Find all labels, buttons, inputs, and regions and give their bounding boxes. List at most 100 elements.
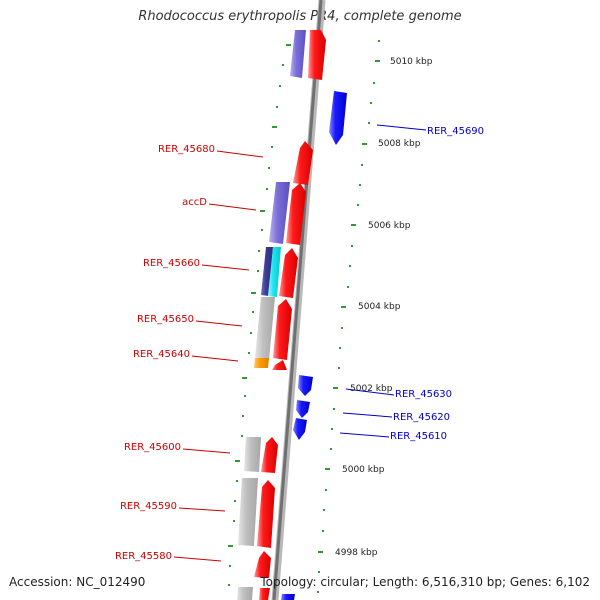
tick-mark — [229, 565, 231, 567]
leader-line — [339, 432, 390, 438]
tick-mark — [318, 571, 320, 573]
tick-mark — [271, 146, 273, 148]
tick-mark — [347, 286, 349, 288]
map-title: Rhodococcus erythropolis PR4, complete g… — [138, 9, 462, 24]
tick-mark — [276, 106, 278, 108]
gene-label[interactable]: RER_45580 — [115, 551, 172, 562]
tick-mark — [279, 85, 281, 87]
cds-arrow-reverse — [293, 418, 307, 440]
cyan-feature — [268, 247, 281, 297]
gene-label[interactable]: accD — [182, 197, 207, 208]
purple-feature — [290, 30, 306, 78]
gray-feature — [238, 478, 258, 546]
scale-label: 5008 kbp — [378, 139, 421, 149]
tick-mark — [375, 60, 380, 62]
tick-mark — [325, 468, 330, 470]
tick-mark — [236, 480, 238, 482]
scale-label: 5002 kbp — [350, 384, 393, 394]
genome-backbone — [271, 0, 326, 600]
scale-label: 5010 kbp — [390, 57, 433, 67]
scale-label: 4998 kbp — [335, 548, 378, 558]
cds-arrow-reverse — [329, 91, 347, 145]
tick-mark — [260, 210, 265, 212]
cds-arrow-forward — [279, 248, 298, 298]
tick-mark — [233, 520, 235, 522]
tick-mark — [359, 184, 361, 186]
outer-tick-marks — [317, 40, 380, 593]
tick-mark — [286, 44, 291, 46]
leader-line — [345, 388, 395, 396]
tick-mark — [252, 311, 254, 313]
tick-mark — [331, 428, 333, 430]
reverse-strand-features — [281, 91, 347, 600]
gene-label[interactable]: RER_45630 — [395, 389, 452, 400]
leader-line — [195, 320, 243, 327]
gene-label[interactable]: RER_45640 — [133, 349, 190, 360]
gene-label[interactable]: RER_45610 — [390, 431, 447, 442]
gene-label[interactable]: RER_45590 — [120, 501, 177, 512]
tick-mark — [318, 551, 323, 553]
cds-arrow-reverse — [296, 400, 310, 418]
tick-mark — [228, 584, 230, 586]
cds-arrow-reverse — [281, 594, 295, 600]
scale-label: 5004 kbp — [358, 302, 401, 312]
leader-line — [216, 150, 264, 158]
gene-label[interactable]: RER_45680 — [158, 144, 215, 155]
tick-mark — [268, 167, 270, 169]
cds-arrow-forward — [272, 360, 287, 370]
tick-mark — [378, 40, 380, 42]
tick-mark — [244, 395, 246, 397]
tick-mark — [317, 591, 319, 593]
gene-label[interactable]: RER_45660 — [143, 258, 200, 269]
cds-arrow-forward — [259, 588, 270, 600]
inner-tick-marks — [228, 44, 291, 586]
tick-mark — [250, 332, 252, 334]
tick-mark — [242, 415, 244, 417]
tick-mark — [341, 327, 343, 329]
leader-line — [376, 124, 427, 131]
gene-label[interactable]: RER_45690 — [427, 126, 484, 137]
cds-arrow-forward — [286, 183, 306, 245]
right-label-leaders — [339, 124, 427, 438]
tick-mark — [361, 164, 363, 166]
leader-line — [173, 556, 222, 562]
tick-mark — [362, 143, 367, 145]
gene-label[interactable]: RER_45650 — [137, 314, 194, 325]
tick-mark — [349, 265, 351, 267]
tick-mark — [272, 126, 277, 128]
tick-mark — [368, 122, 370, 124]
tick-mark — [333, 408, 335, 410]
gray-feature — [244, 437, 261, 472]
gene-label[interactable]: RER_45620 — [393, 412, 450, 423]
cds-arrow-reverse — [298, 375, 313, 396]
cds-arrow-forward — [273, 299, 292, 360]
orange-feature — [254, 358, 269, 368]
leader-line — [342, 412, 393, 418]
leader-line — [201, 264, 250, 271]
tick-mark — [228, 545, 233, 547]
cds-arrow-forward — [308, 30, 326, 80]
tick-mark — [258, 250, 260, 252]
tick-mark — [323, 509, 325, 511]
tick-mark — [370, 102, 372, 104]
gene-label[interactable]: RER_45600 — [124, 442, 181, 453]
scale-label: 5006 kbp — [368, 221, 411, 231]
tick-mark — [266, 188, 268, 190]
tick-mark — [339, 347, 341, 349]
tick-mark — [248, 352, 250, 354]
tick-mark — [351, 224, 356, 226]
genome-summary: Topology: circular; Length: 6,516,310 bp… — [260, 575, 590, 589]
cds-arrow-forward — [254, 551, 271, 578]
tick-mark — [333, 387, 338, 389]
left-label-leaders — [173, 150, 264, 562]
tick-mark — [251, 292, 256, 294]
leader-line — [178, 507, 226, 512]
tick-mark — [235, 460, 240, 462]
tick-mark — [341, 306, 346, 308]
scale-label: 5000 kbp — [342, 465, 385, 475]
tick-mark — [351, 245, 353, 247]
tick-mark — [357, 204, 359, 206]
scale-labels: 5010 kbp 5008 kbp 5006 kbp 5004 kbp 5002… — [335, 57, 433, 558]
